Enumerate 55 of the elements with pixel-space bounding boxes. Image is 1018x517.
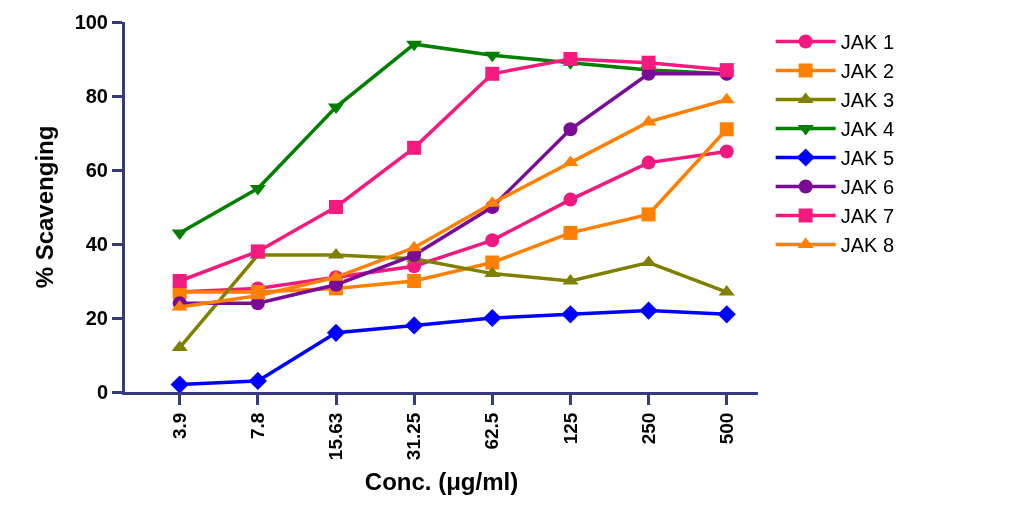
point bbox=[717, 305, 736, 324]
point bbox=[406, 40, 423, 52]
point bbox=[407, 274, 422, 288]
point bbox=[485, 233, 500, 248]
y-tick-label: 100 bbox=[74, 11, 108, 33]
point bbox=[406, 240, 423, 252]
legend-label: JAK 3 bbox=[840, 89, 895, 112]
point bbox=[641, 207, 656, 222]
point bbox=[640, 114, 657, 126]
legend-label: JAK 4 bbox=[840, 118, 895, 141]
point bbox=[483, 308, 502, 328]
x-tick-label: 7.8 bbox=[247, 412, 269, 440]
point bbox=[562, 155, 579, 167]
y-tick-label: 40 bbox=[85, 233, 108, 255]
y-tick-label: 0 bbox=[96, 381, 108, 403]
point bbox=[563, 122, 578, 137]
point bbox=[405, 316, 424, 335]
y-tick-label: 80 bbox=[85, 85, 108, 107]
point bbox=[639, 301, 658, 320]
point bbox=[329, 200, 343, 214]
x-tick-label: 62.5 bbox=[481, 412, 503, 450]
point bbox=[485, 66, 500, 81]
legend-label: JAK 8 bbox=[840, 234, 895, 257]
y-tick-label: 20 bbox=[85, 307, 108, 329]
point bbox=[561, 305, 580, 324]
point bbox=[407, 140, 422, 155]
x-tick-label: 3.9 bbox=[168, 412, 190, 440]
point bbox=[484, 266, 501, 278]
x-tick-label: 500 bbox=[715, 412, 737, 445]
x-tick-label: 250 bbox=[637, 412, 659, 445]
point bbox=[171, 340, 188, 352]
point bbox=[485, 255, 500, 270]
point bbox=[563, 192, 578, 207]
point bbox=[172, 274, 187, 288]
point bbox=[719, 144, 734, 159]
point bbox=[248, 371, 267, 390]
legend-label: JAK 2 bbox=[840, 60, 895, 83]
x-tick-label: 15.63 bbox=[325, 412, 347, 461]
point bbox=[641, 155, 656, 170]
point bbox=[326, 323, 346, 342]
point bbox=[563, 225, 578, 240]
point bbox=[170, 375, 189, 392]
legend-label: JAK 1 bbox=[840, 31, 895, 54]
x-tick-label: 31.25 bbox=[403, 412, 425, 461]
y-axis-title: % Scavenging bbox=[30, 125, 58, 289]
point bbox=[641, 55, 656, 70]
legend-label: JAK 5 bbox=[840, 147, 895, 170]
x-tick-label: 125 bbox=[559, 412, 581, 445]
y-tick-label: 60 bbox=[85, 159, 108, 181]
point bbox=[718, 92, 735, 104]
x-axis-title: Conc. (μg/ml) bbox=[364, 468, 519, 496]
point bbox=[719, 122, 734, 137]
legend-label: JAK 6 bbox=[840, 176, 895, 199]
point bbox=[484, 51, 501, 63]
legend-label: JAK 7 bbox=[840, 205, 895, 228]
